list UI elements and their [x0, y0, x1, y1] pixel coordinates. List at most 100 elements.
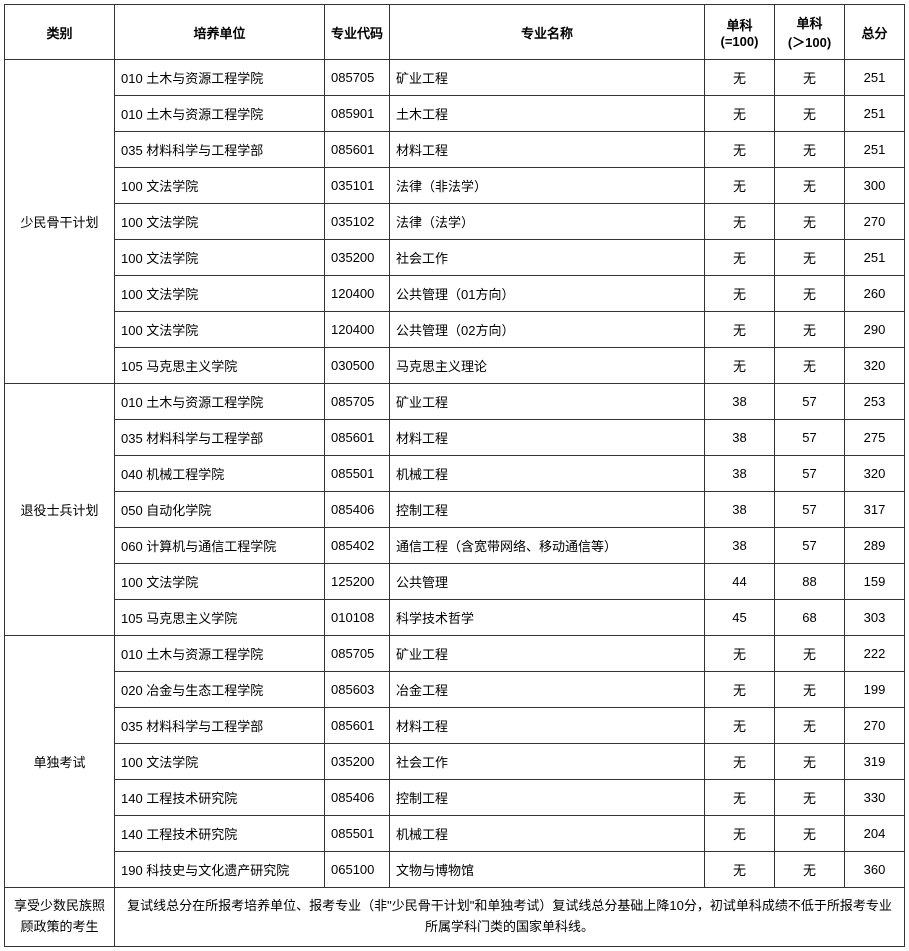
code-cell: 085705	[325, 636, 390, 672]
score2-cell: 无	[775, 708, 845, 744]
total-cell: 251	[845, 240, 905, 276]
score1-cell: 38	[705, 420, 775, 456]
unit-cell: 140 工程技术研究院	[115, 780, 325, 816]
score2-cell: 57	[775, 420, 845, 456]
code-cell: 035200	[325, 240, 390, 276]
code-cell: 085501	[325, 456, 390, 492]
score2-cell: 无	[775, 204, 845, 240]
policy-text-cell: 复试线总分在所报考培养单位、报考专业（非"少民骨干计划"和单独考试）复试线总分基…	[115, 888, 905, 947]
header-major: 专业名称	[390, 5, 705, 60]
total-cell: 320	[845, 348, 905, 384]
score1-cell: 无	[705, 708, 775, 744]
code-cell: 065100	[325, 852, 390, 888]
unit-cell: 100 文法学院	[115, 744, 325, 780]
total-cell: 270	[845, 204, 905, 240]
total-cell: 251	[845, 132, 905, 168]
score1-cell: 无	[705, 744, 775, 780]
score2-cell: 无	[775, 96, 845, 132]
table-row: 100 文法学院125200公共管理4488159	[5, 564, 905, 600]
total-cell: 222	[845, 636, 905, 672]
major-cell: 法律（法学）	[390, 204, 705, 240]
score1-cell: 44	[705, 564, 775, 600]
total-cell: 251	[845, 60, 905, 96]
major-cell: 机械工程	[390, 816, 705, 852]
score1-cell: 38	[705, 528, 775, 564]
policy-row: 享受少数民族照顾政策的考生复试线总分在所报考培养单位、报考专业（非"少民骨干计划…	[5, 888, 905, 947]
unit-cell: 040 机械工程学院	[115, 456, 325, 492]
score1-cell: 45	[705, 600, 775, 636]
major-cell: 材料工程	[390, 708, 705, 744]
header-score1: 单科 (=100)	[705, 5, 775, 60]
table-row: 140 工程技术研究院085406控制工程无无330	[5, 780, 905, 816]
total-cell: 204	[845, 816, 905, 852]
code-cell: 010108	[325, 600, 390, 636]
major-cell: 公共管理（01方向）	[390, 276, 705, 312]
total-cell: 360	[845, 852, 905, 888]
unit-cell: 140 工程技术研究院	[115, 816, 325, 852]
major-cell: 科学技术哲学	[390, 600, 705, 636]
unit-cell: 100 文法学院	[115, 240, 325, 276]
unit-cell: 100 文法学院	[115, 168, 325, 204]
total-cell: 251	[845, 96, 905, 132]
unit-cell: 010 土木与资源工程学院	[115, 96, 325, 132]
total-cell: 319	[845, 744, 905, 780]
total-cell: 159	[845, 564, 905, 600]
table-row: 105 马克思主义学院030500马克思主义理论无无320	[5, 348, 905, 384]
score1-cell: 无	[705, 276, 775, 312]
table-row: 035 材料科学与工程学部085601材料工程无无270	[5, 708, 905, 744]
score2-cell: 无	[775, 672, 845, 708]
score2-cell: 无	[775, 312, 845, 348]
major-cell: 冶金工程	[390, 672, 705, 708]
score1-cell: 38	[705, 384, 775, 420]
major-cell: 矿业工程	[390, 60, 705, 96]
major-cell: 文物与博物馆	[390, 852, 705, 888]
table-row: 退役士兵计划010 土木与资源工程学院085705矿业工程3857253	[5, 384, 905, 420]
code-cell: 085406	[325, 780, 390, 816]
code-cell: 085705	[325, 384, 390, 420]
major-cell: 材料工程	[390, 132, 705, 168]
unit-cell: 035 材料科学与工程学部	[115, 708, 325, 744]
code-cell: 085601	[325, 132, 390, 168]
table-row: 020 冶金与生态工程学院085603冶金工程无无199	[5, 672, 905, 708]
score1-cell: 无	[705, 816, 775, 852]
score1-cell: 无	[705, 852, 775, 888]
header-unit: 培养单位	[115, 5, 325, 60]
code-cell: 085601	[325, 708, 390, 744]
unit-cell: 010 土木与资源工程学院	[115, 60, 325, 96]
unit-cell: 060 计算机与通信工程学院	[115, 528, 325, 564]
table-row: 100 文法学院120400公共管理（01方向）无无260	[5, 276, 905, 312]
category-cell: 少民骨干计划	[5, 60, 115, 384]
total-cell: 289	[845, 528, 905, 564]
total-cell: 290	[845, 312, 905, 348]
code-cell: 085402	[325, 528, 390, 564]
major-cell: 通信工程（含宽带网络、移动通信等）	[390, 528, 705, 564]
policy-label-cell: 享受少数民族照顾政策的考生	[5, 888, 115, 947]
table-row: 035 材料科学与工程学部085601材料工程3857275	[5, 420, 905, 456]
table-row: 100 文法学院120400公共管理（02方向）无无290	[5, 312, 905, 348]
score2-cell: 无	[775, 780, 845, 816]
score2-cell: 无	[775, 168, 845, 204]
header-row: 类别 培养单位 专业代码 专业名称 单科 (=100) 单科 (＞100) 总分	[5, 5, 905, 60]
score2-cell: 88	[775, 564, 845, 600]
code-cell: 085603	[325, 672, 390, 708]
major-cell: 机械工程	[390, 456, 705, 492]
header-category: 类别	[5, 5, 115, 60]
unit-cell: 105 马克思主义学院	[115, 348, 325, 384]
code-cell: 035101	[325, 168, 390, 204]
unit-cell: 010 土木与资源工程学院	[115, 384, 325, 420]
code-cell: 085601	[325, 420, 390, 456]
score2-cell: 无	[775, 744, 845, 780]
code-cell: 035200	[325, 744, 390, 780]
score2-cell: 无	[775, 816, 845, 852]
total-cell: 320	[845, 456, 905, 492]
header-code: 专业代码	[325, 5, 390, 60]
unit-cell: 100 文法学院	[115, 276, 325, 312]
unit-cell: 190 科技史与文化遗产研究院	[115, 852, 325, 888]
category-cell: 单独考试	[5, 636, 115, 888]
score2-cell: 57	[775, 492, 845, 528]
major-cell: 社会工作	[390, 744, 705, 780]
unit-cell: 100 文法学院	[115, 312, 325, 348]
admission-scores-table: 类别 培养单位 专业代码 专业名称 单科 (=100) 单科 (＞100) 总分…	[4, 4, 905, 947]
score1-cell: 38	[705, 456, 775, 492]
unit-cell: 100 文法学院	[115, 564, 325, 600]
